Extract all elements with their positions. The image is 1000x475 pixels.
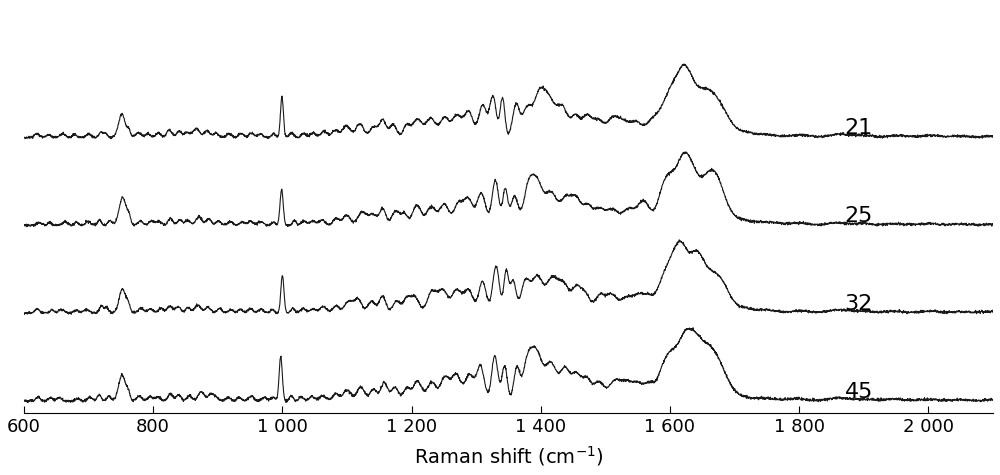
Text: 21: 21 [844,118,873,138]
Text: 32: 32 [844,294,873,314]
X-axis label: Raman shift (cm$^{-1}$): Raman shift (cm$^{-1}$) [414,444,603,468]
Text: 45: 45 [844,382,873,402]
Text: 25: 25 [844,206,873,226]
